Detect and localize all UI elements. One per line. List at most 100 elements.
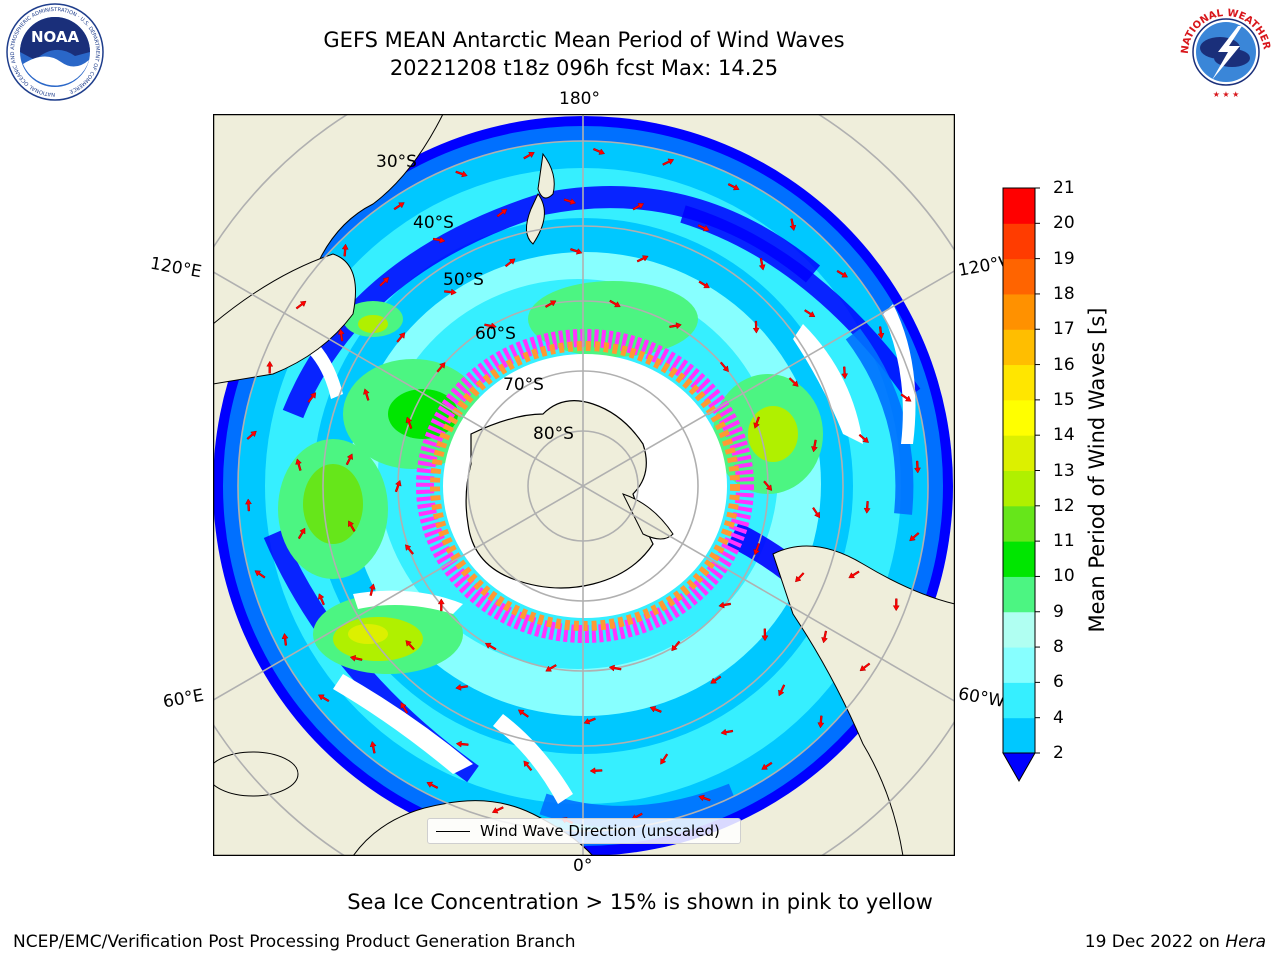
wind-wave-arrow xyxy=(369,740,377,754)
wind-wave-arrow xyxy=(523,151,535,160)
wind-wave-arrow xyxy=(804,309,816,318)
colorbar-band xyxy=(1003,505,1035,542)
colorbar-band xyxy=(1003,647,1035,683)
colorbar-band xyxy=(1003,717,1035,754)
colorbar-tick-label: 10 xyxy=(1053,566,1075,587)
wind-wave-arrow xyxy=(379,277,390,287)
svg-text:NOAA: NOAA xyxy=(31,28,80,46)
colorbar-tick-label: 21 xyxy=(1053,178,1075,198)
colorbar-band xyxy=(1003,293,1035,330)
footer-machine: Hera xyxy=(1225,932,1266,952)
wind-wave-arrow xyxy=(455,683,468,691)
wind-wave-arrow xyxy=(761,628,769,642)
wind-wave-arrow xyxy=(649,706,662,713)
colorbar-label: Mean Period of Wind Waves [s] xyxy=(1085,307,1109,633)
polar-map xyxy=(213,114,955,856)
legend-line-swatch xyxy=(436,830,470,832)
colorbar-tick-label: 6 xyxy=(1053,672,1064,693)
wind-wave-arrow xyxy=(405,640,415,651)
colorbar xyxy=(1002,187,1040,783)
wind-wave-arrow xyxy=(583,717,596,725)
wind-wave-arrow xyxy=(297,527,306,540)
wind-wave-arrow xyxy=(697,224,710,232)
noaa-logo: NOAA NATIONAL OCEANIC AND ATMOSPHERIC AD… xyxy=(6,3,104,101)
wind-wave-arrow xyxy=(405,416,413,429)
wind-wave-arrow xyxy=(368,583,376,596)
wind-wave-arrow xyxy=(720,728,734,736)
wind-wave-arrow xyxy=(789,218,797,232)
wind-wave-arrow xyxy=(437,598,445,612)
colorbar-tick-label: 19 xyxy=(1053,248,1075,269)
wind-wave-arrow xyxy=(436,362,446,373)
wind-wave-arrow xyxy=(396,332,406,343)
wind-wave-arrow xyxy=(523,760,533,772)
wind-wave-arrow xyxy=(245,498,252,512)
wind-wave-arrow xyxy=(444,288,457,296)
wind-wave-arrow xyxy=(455,170,468,178)
wind-wave-arrow xyxy=(763,480,773,491)
wind-wave-arrow xyxy=(877,326,885,340)
wind-wave-arrow xyxy=(295,458,302,471)
wind-wave-arrow xyxy=(859,662,871,672)
colorbar-tick-label: 17 xyxy=(1053,319,1075,340)
colorbar-tick-label: 14 xyxy=(1053,425,1075,446)
wind-wave-arrow xyxy=(426,781,439,789)
colorbar-band xyxy=(1003,258,1035,295)
wind-wave-arrow xyxy=(400,702,409,714)
wind-wave-arrow xyxy=(348,520,356,533)
wind-wave-arrow xyxy=(669,322,682,330)
wind-wave-arrow xyxy=(432,236,446,244)
colorbar-tick-label: 11 xyxy=(1053,531,1075,552)
colorbar-tick-label: 13 xyxy=(1053,460,1075,481)
wind-wave-arrow xyxy=(341,243,349,257)
wind-wave-arrow xyxy=(266,360,274,374)
colorbar-band xyxy=(1003,541,1035,577)
wind-wave-arrow xyxy=(608,664,622,672)
colorbar-tick-label: 12 xyxy=(1053,495,1075,516)
wind-wave-arrow xyxy=(660,753,669,765)
lon-label-60w: 60°W xyxy=(956,684,1007,712)
legend-label: Wind Wave Direction (unscaled) xyxy=(480,822,720,840)
wind-wave-arrow xyxy=(727,183,740,191)
wind-wave-arrow xyxy=(752,320,760,334)
lon-label-0: 0° xyxy=(573,856,593,876)
lat-label-40s: 40°S xyxy=(413,213,454,233)
wind-wave-arrow xyxy=(671,640,681,652)
wind-wave-arrow xyxy=(496,208,508,218)
wind-wave-arrow xyxy=(544,300,557,308)
wind-wave-arrow xyxy=(281,632,289,646)
colorbar-tick-label: 16 xyxy=(1053,354,1075,375)
colorbar-tick-label: 2 xyxy=(1053,743,1064,763)
wind-wave-arrow xyxy=(718,601,732,609)
wind-wave-arrow xyxy=(345,453,353,466)
wind-wave-arrow xyxy=(307,392,317,403)
wind-wave-arrow xyxy=(632,203,645,211)
wind-wave-arrow xyxy=(795,572,805,583)
wind-wave-arrow xyxy=(404,544,415,555)
colorbar-band xyxy=(1003,188,1035,224)
wind-wave-arrow xyxy=(317,593,325,606)
wind-wave-arrow xyxy=(662,158,675,166)
lat-label-60s: 60°S xyxy=(475,324,516,344)
wind-wave-arrow xyxy=(778,684,786,697)
colorbar-band xyxy=(1003,682,1035,719)
wind-wave-arrow xyxy=(719,361,729,373)
nws-logo: NATIONAL WEATHER SERVICE ★ ★ ★ xyxy=(1176,2,1273,99)
wind-wave-arrow xyxy=(393,202,405,211)
colorbar-tick-label: 4 xyxy=(1053,707,1064,728)
wind-wave-arrow xyxy=(858,433,869,443)
colorbar-band xyxy=(1003,611,1035,648)
wind-wave-arrow xyxy=(491,806,504,814)
colorbar-band xyxy=(1003,223,1035,260)
wind-wave-arrow xyxy=(545,664,557,672)
wind-wave-arrow xyxy=(788,377,799,387)
map-legend: Wind Wave Direction (unscaled) xyxy=(427,818,741,844)
wind-wave-arrow xyxy=(317,694,330,703)
map-frame xyxy=(213,114,955,856)
lat-label-80s: 80°S xyxy=(533,424,574,444)
colorbar-band xyxy=(1003,576,1035,613)
wind-wave-arrow xyxy=(592,147,606,155)
wind-wave-arrow xyxy=(504,258,516,268)
wind-wave-arrow xyxy=(821,630,828,644)
wind-wave-arrow xyxy=(394,479,402,493)
